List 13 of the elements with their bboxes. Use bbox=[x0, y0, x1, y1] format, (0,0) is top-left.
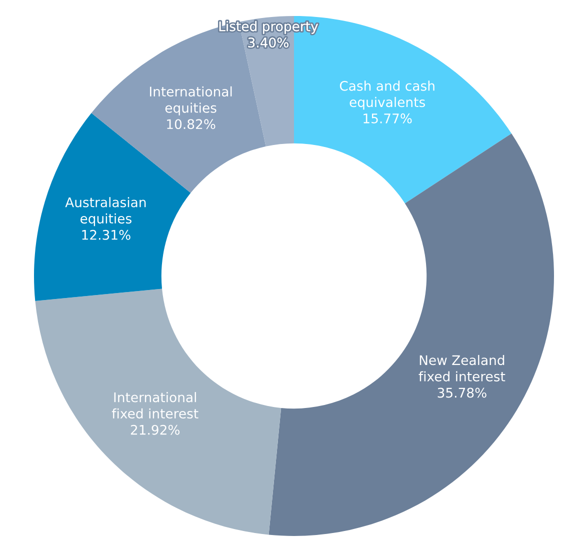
slice-label: Australasian equities bbox=[65, 197, 146, 226]
data-label: 10.82% bbox=[167, 119, 216, 130]
slice-label: Cash and cash equivalents bbox=[340, 80, 434, 110]
slice-label: International equities bbox=[150, 86, 232, 116]
slice-label: New Zealand fixed interest bbox=[418, 354, 506, 382]
data-label: 15.77% bbox=[364, 113, 412, 124]
donut-slice bbox=[35, 288, 282, 535]
data-label: 3.40% bbox=[248, 38, 288, 48]
slice-label: International fixed interest bbox=[112, 392, 198, 419]
data-label: 21.92% bbox=[130, 424, 180, 435]
data-label: 35.78% bbox=[438, 388, 486, 398]
donut-slice bbox=[268, 134, 554, 536]
data-label: 12.31% bbox=[82, 230, 130, 240]
